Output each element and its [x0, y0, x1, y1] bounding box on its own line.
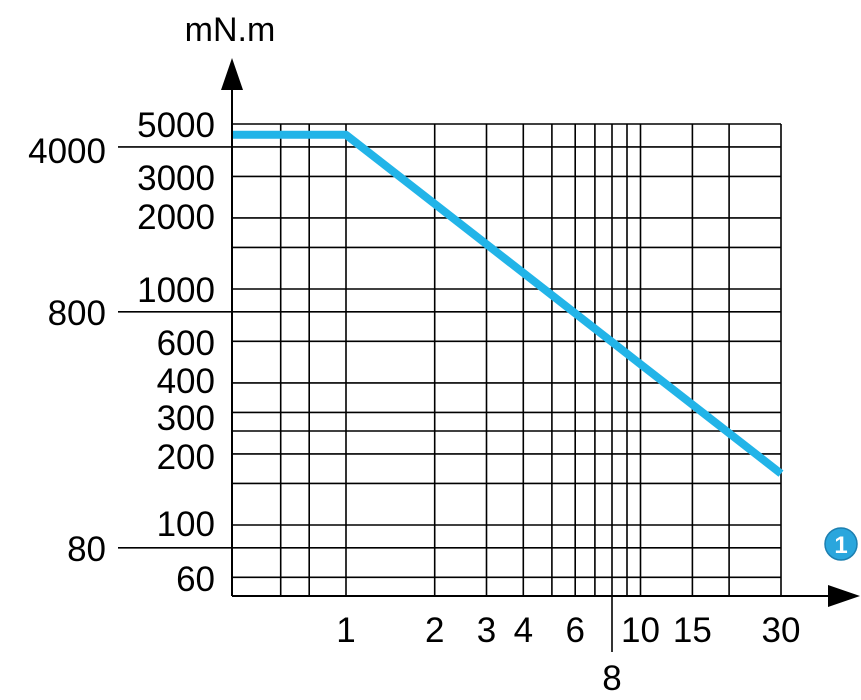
grid — [232, 123, 782, 596]
y-axis-arrow-icon — [221, 58, 243, 90]
x-tick-label: 2 — [425, 611, 444, 650]
y-tick-label: 1000 — [137, 271, 215, 310]
y-tick-label: 600 — [157, 324, 215, 363]
y-tick-label: 4000 — [28, 132, 106, 171]
y-tick-label: 800 — [48, 294, 106, 333]
y-tick-label: 60 — [176, 560, 215, 599]
y-tick-label: 400 — [157, 362, 215, 401]
y-tick-label: 300 — [157, 399, 215, 438]
x-tick-label: 10 — [621, 611, 660, 650]
x-tick-label: 3 — [477, 611, 496, 650]
y-tick-label: 200 — [157, 438, 215, 477]
x-tick-label: 4 — [514, 611, 533, 650]
y-tick-label: 80 — [67, 530, 106, 569]
x-tick-label: 6 — [565, 611, 584, 650]
y-tick-label: 5000 — [137, 106, 215, 145]
x-axis-marker-label: 1 — [834, 532, 847, 559]
x-tick-label: 1 — [336, 611, 355, 650]
x-tick-label: 8 — [602, 659, 621, 698]
y-tick-label: 3000 — [137, 159, 215, 198]
x-axis-arrow-icon — [828, 585, 860, 607]
x-tick-label: 30 — [762, 611, 801, 650]
series-line — [232, 130, 784, 477]
axes: mN.m 1 — [185, 11, 860, 607]
x-axis-marker-circle — [824, 527, 858, 561]
y-tick-label: 2000 — [137, 198, 215, 237]
y-axis-unit-label: mN.m — [185, 11, 276, 49]
series-layer — [232, 130, 784, 477]
x-tick-label: 15 — [673, 611, 712, 650]
y-tick-label: 100 — [157, 505, 215, 544]
